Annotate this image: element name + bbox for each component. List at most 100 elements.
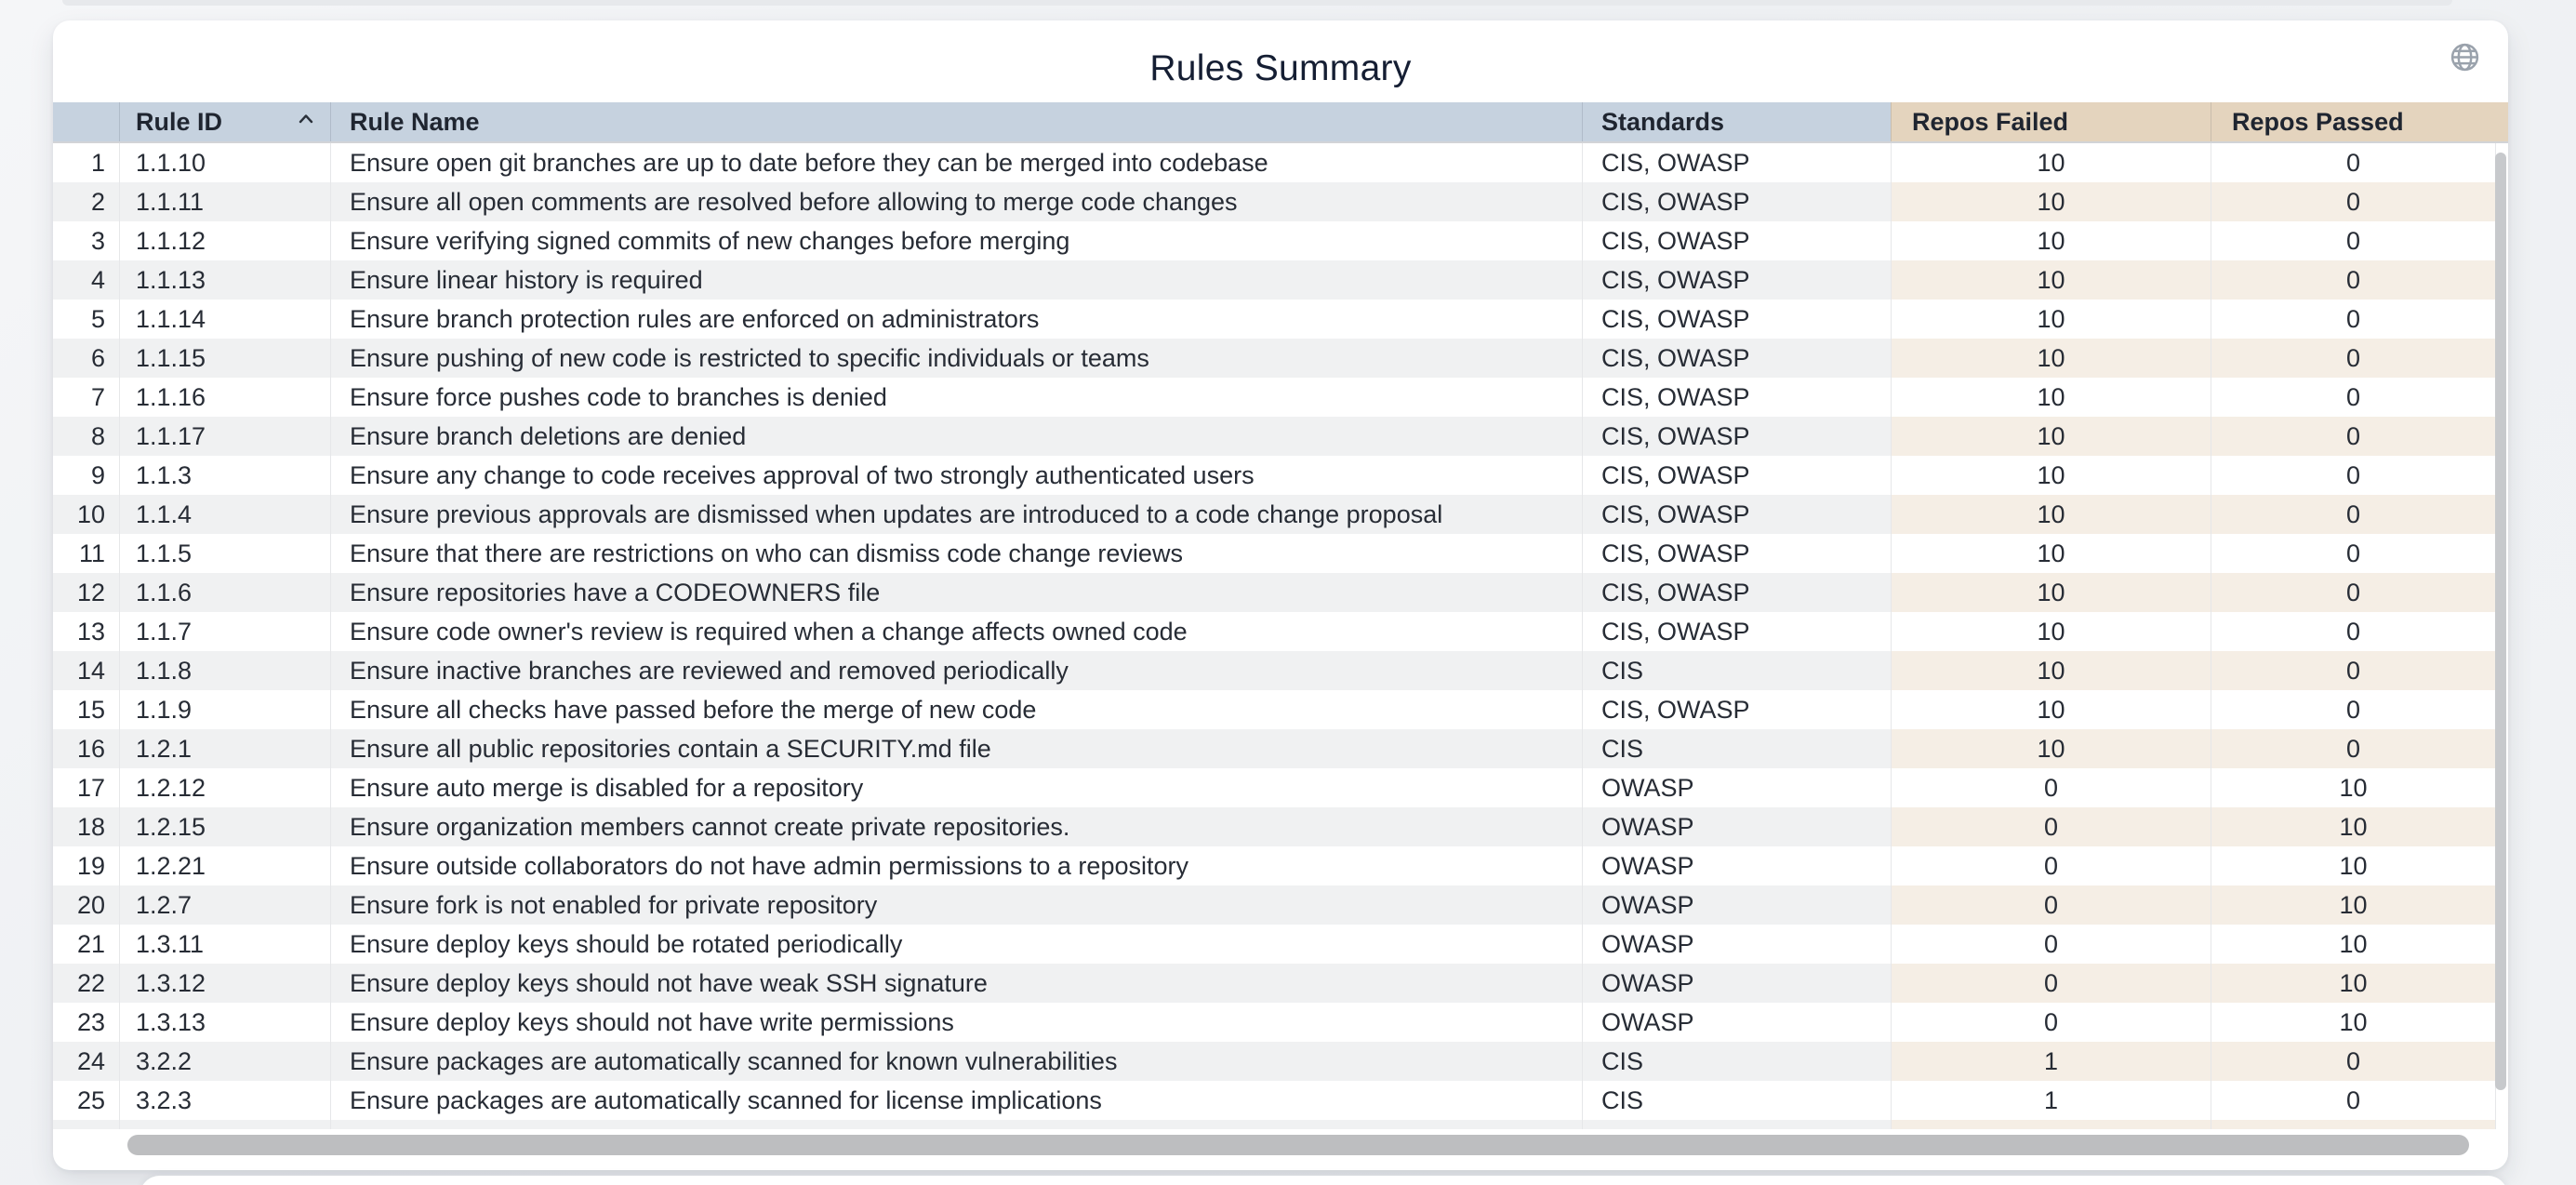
row-index: 4 xyxy=(53,260,119,300)
cell-standards: CIS, OWASP xyxy=(1582,573,1891,612)
table-row[interactable] xyxy=(53,1120,2508,1129)
table-row[interactable]: 3 1.1.12 Ensure verifying signed commits… xyxy=(53,221,2508,260)
globe-button[interactable] xyxy=(2449,43,2480,74)
col-header-repos-failed[interactable]: Repos Failed xyxy=(1891,102,2211,141)
cell-rule-name: Ensure any change to code receives appro… xyxy=(330,456,1582,495)
table-row[interactable]: 17 1.2.12 Ensure auto merge is disabled … xyxy=(53,768,2508,807)
table-row[interactable]: 25 3.2.3 Ensure packages are automatical… xyxy=(53,1081,2508,1120)
table-row[interactable]: 1 1.1.10 Ensure open git branches are up… xyxy=(53,143,2508,182)
cell-repos-failed: 0 xyxy=(1891,964,2211,1003)
sort-ascending-icon xyxy=(295,108,317,137)
table-row[interactable]: 20 1.2.7 Ensure fork is not enabled for … xyxy=(53,885,2508,925)
cell-rule-id: 1.1.14 xyxy=(119,300,330,339)
cell-rule-name: Ensure repositories have a CODEOWNERS fi… xyxy=(330,573,1582,612)
cell-repos-failed: 0 xyxy=(1891,925,2211,964)
cell-repos-passed: 0 xyxy=(2211,221,2495,260)
cell-standards: CIS, OWASP xyxy=(1582,456,1891,495)
table-row[interactable]: 6 1.1.15 Ensure pushing of new code is r… xyxy=(53,339,2508,378)
cell-rule-name: Ensure organization members cannot creat… xyxy=(330,807,1582,846)
row-index: 21 xyxy=(53,925,119,964)
cell-rule-name: Ensure deploy keys should not have write… xyxy=(330,1003,1582,1042)
table-row[interactable]: 18 1.2.15 Ensure organization members ca… xyxy=(53,807,2508,846)
cell-standards: CIS, OWASP xyxy=(1582,339,1891,378)
row-index: 25 xyxy=(53,1081,119,1120)
col-header-standards[interactable]: Standards xyxy=(1582,102,1891,141)
cell-rule-id: 1.2.12 xyxy=(119,768,330,807)
cell-rule-id: 1.1.10 xyxy=(119,143,330,182)
table-row[interactable]: 9 1.1.3 Ensure any change to code receiv… xyxy=(53,456,2508,495)
row-index: 14 xyxy=(53,651,119,690)
cell-standards: OWASP xyxy=(1582,925,1891,964)
table-row[interactable]: 13 1.1.7 Ensure code owner's review is r… xyxy=(53,612,2508,651)
cell-repos-passed: 10 xyxy=(2211,885,2495,925)
row-index: 17 xyxy=(53,768,119,807)
table-row[interactable]: 22 1.3.12 Ensure deploy keys should not … xyxy=(53,964,2508,1003)
row-index: 24 xyxy=(53,1042,119,1081)
cell-standards xyxy=(1582,1120,1891,1129)
cell-repos-failed: 10 xyxy=(1891,534,2211,573)
cell-repos-passed: 0 xyxy=(2211,378,2495,417)
table-body: 1 1.1.10 Ensure open git branches are up… xyxy=(53,143,2508,1129)
cell-rule-id: 1.1.3 xyxy=(119,456,330,495)
cell-repos-failed xyxy=(1891,1120,2211,1129)
row-index: 20 xyxy=(53,885,119,925)
cell-standards: CIS, OWASP xyxy=(1582,495,1891,534)
cell-rule-id: 1.3.11 xyxy=(119,925,330,964)
table-row[interactable]: 23 1.3.13 Ensure deploy keys should not … xyxy=(53,1003,2508,1042)
col-header-rule-name[interactable]: Rule Name xyxy=(330,102,1582,141)
cell-rule-name: Ensure all public repositories contain a… xyxy=(330,729,1582,768)
cell-repos-passed xyxy=(2211,1120,2495,1129)
table-row[interactable]: 24 3.2.2 Ensure packages are automatical… xyxy=(53,1042,2508,1081)
cell-rule-name: Ensure packages are automatically scanne… xyxy=(330,1081,1582,1120)
cell-standards: CIS, OWASP xyxy=(1582,221,1891,260)
cell-rule-id: 1.1.8 xyxy=(119,651,330,690)
cell-rule-id: 1.1.5 xyxy=(119,534,330,573)
row-index: 19 xyxy=(53,846,119,885)
horizontal-scrollbar-thumb[interactable] xyxy=(127,1135,2469,1155)
cell-rule-name: Ensure branch deletions are denied xyxy=(330,417,1582,456)
table-row[interactable]: 21 1.3.11 Ensure deploy keys should be r… xyxy=(53,925,2508,964)
cell-standards: CIS, OWASP xyxy=(1582,300,1891,339)
cell-repos-failed: 10 xyxy=(1891,729,2211,768)
rules-summary-card: Rules Summary Rule ID xyxy=(53,20,2508,1170)
cell-repos-failed: 0 xyxy=(1891,807,2211,846)
cell-rule-name: Ensure pushing of new code is restricted… xyxy=(330,339,1582,378)
cell-rule-id: 1.1.12 xyxy=(119,221,330,260)
table-row[interactable]: 14 1.1.8 Ensure inactive branches are re… xyxy=(53,651,2508,690)
vertical-scrollbar[interactable] xyxy=(2495,145,2506,1129)
cell-rule-id: 1.1.13 xyxy=(119,260,330,300)
cell-standards: OWASP xyxy=(1582,807,1891,846)
cell-rule-id: 1.1.11 xyxy=(119,182,330,221)
table-row[interactable]: 15 1.1.9 Ensure all checks have passed b… xyxy=(53,690,2508,729)
cell-repos-passed: 0 xyxy=(2211,690,2495,729)
cell-standards: CIS, OWASP xyxy=(1582,417,1891,456)
row-index: 11 xyxy=(53,534,119,573)
cell-rule-name: Ensure code owner's review is required w… xyxy=(330,612,1582,651)
table-row[interactable]: 11 1.1.5 Ensure that there are restricti… xyxy=(53,534,2508,573)
table-row[interactable]: 7 1.1.16 Ensure force pushes code to bra… xyxy=(53,378,2508,417)
cell-repos-failed: 1 xyxy=(1891,1081,2211,1120)
table-header-row: Rule ID Rule Name Standards Repos Failed… xyxy=(53,102,2508,143)
table-row[interactable]: 4 1.1.13 Ensure linear history is requir… xyxy=(53,260,2508,300)
table-row[interactable]: 2 1.1.11 Ensure all open comments are re… xyxy=(53,182,2508,221)
cell-rule-name: Ensure deploy keys should not have weak … xyxy=(330,964,1582,1003)
cell-repos-passed: 0 xyxy=(2211,1081,2495,1120)
table-row[interactable]: 16 1.2.1 Ensure all public repositories … xyxy=(53,729,2508,768)
col-header-repos-passed[interactable]: Repos Passed xyxy=(2211,102,2508,141)
table-row[interactable]: 8 1.1.17 Ensure branch deletions are den… xyxy=(53,417,2508,456)
row-index: 2 xyxy=(53,182,119,221)
table-row[interactable]: 19 1.2.21 Ensure outside collaborators d… xyxy=(53,846,2508,885)
table-row[interactable]: 10 1.1.4 Ensure previous approvals are d… xyxy=(53,495,2508,534)
horizontal-scrollbar[interactable] xyxy=(120,1129,2501,1161)
cell-standards: CIS, OWASP xyxy=(1582,690,1891,729)
cell-repos-failed: 0 xyxy=(1891,1003,2211,1042)
col-header-rule-id[interactable]: Rule ID xyxy=(119,102,330,141)
vertical-scrollbar-thumb[interactable] xyxy=(2495,153,2506,1090)
row-index: 10 xyxy=(53,495,119,534)
cell-repos-failed: 10 xyxy=(1891,221,2211,260)
table-row[interactable]: 5 1.1.14 Ensure branch protection rules … xyxy=(53,300,2508,339)
cell-standards: CIS, OWASP xyxy=(1582,260,1891,300)
cell-repos-failed: 10 xyxy=(1891,456,2211,495)
table-row[interactable]: 12 1.1.6 Ensure repositories have a CODE… xyxy=(53,573,2508,612)
